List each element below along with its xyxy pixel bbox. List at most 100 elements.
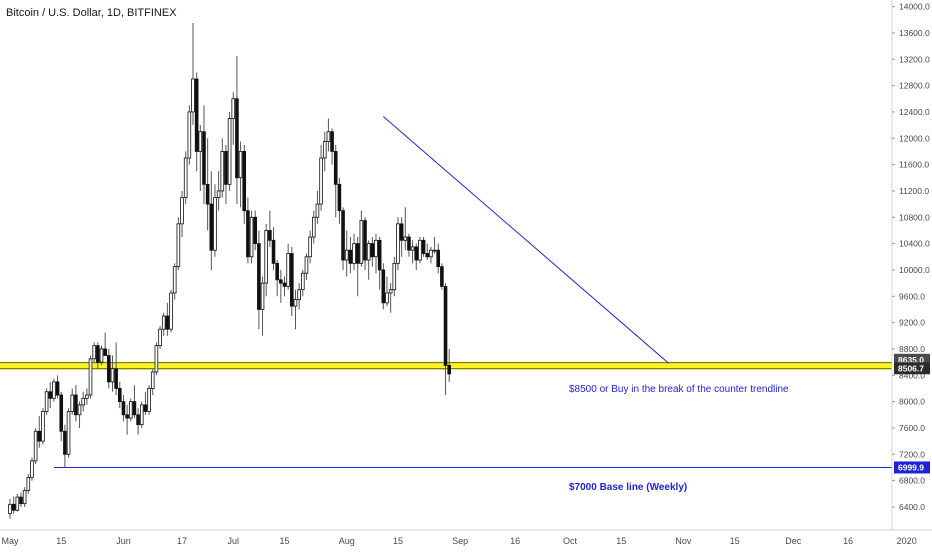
candle-body [92,345,96,360]
candle-body [33,430,38,462]
candle-body [125,414,129,419]
candle-body [333,151,338,185]
candle-body [381,269,386,304]
candle-body [143,404,148,412]
candle-body [311,216,316,238]
candle-body [26,476,31,491]
candle-body [319,157,323,205]
candle-body [432,249,437,252]
candle-body [440,266,444,287]
candle-body [44,391,49,412]
y-tick-label: 7600.0 [899,423,925,433]
candle-body [429,249,433,258]
x-tick-label: May [1,536,19,546]
price-label: 8506.7 [898,363,924,373]
candle-body [227,118,232,185]
candle-body [194,78,199,152]
y-tick-label: 6400.0 [899,502,925,512]
y-tick-label: 9200.0 [899,318,925,328]
y-tick-label: 11600.0 [899,160,929,170]
candle-body [63,430,67,455]
candle-body [326,131,331,142]
candle-body [213,197,217,251]
y-tick-label: 11200.0 [899,186,929,196]
candle-body [107,355,111,383]
candle-body [238,151,243,179]
candle-body [216,190,221,198]
y-tick-label: 10000.0 [899,265,930,275]
x-tick-label: 16 [510,536,520,546]
y-tick-label: 12000.0 [899,133,930,143]
price-label: 8635.0 [898,355,924,365]
x-tick-label: 2020 [897,536,917,546]
candle-body [139,404,144,426]
candle-body [242,151,247,212]
candle-body [96,345,100,363]
candle-body [165,315,170,330]
y-tick-label: 8000.0 [899,397,925,407]
candle-body [59,394,64,432]
candle-body [300,272,305,291]
candle-body [359,220,364,264]
candle-body [11,503,16,511]
candle-body [308,236,312,258]
candle-body [388,289,393,294]
candle-body [176,223,181,268]
candle-body [443,285,448,366]
candle-body [352,243,356,264]
chart-title: Bitcoin / U.S. Dollar, 1D, BITFINEX [6,7,177,19]
candle-body [253,216,258,245]
x-tick-label: Nov [675,536,692,546]
candle-body [399,223,404,241]
candle-body [209,203,214,251]
price-label-box [894,362,930,375]
candle-body [282,282,287,287]
candle-body [363,220,367,261]
y-tick-label: 13600.0 [899,28,930,38]
candle-body [275,262,279,281]
candle-body [279,279,283,284]
candle-body [337,183,342,212]
price-label: 6999.9 [898,462,924,472]
candle-body [271,239,276,264]
y-tick-label: 13200.0 [899,54,930,64]
candle-body [70,394,75,412]
candle-body [377,239,382,271]
candle-body [421,239,426,254]
candle-body [290,253,294,307]
candle-body [344,249,349,261]
candle-body [132,401,137,416]
candle-body [341,210,345,261]
candle-body [22,490,27,505]
candle-body [147,388,151,412]
candle-body [249,216,254,258]
candle-body [55,381,60,396]
candle-body [154,345,159,373]
x-tick-label: 15 [616,536,626,546]
candle-body [74,394,78,416]
candle-body [436,249,441,268]
candle-body [220,151,225,192]
candle-body [366,243,371,261]
candle-body [52,381,56,399]
y-tick-label: 10400.0 [899,239,930,249]
candle-body [315,203,320,218]
candle-body [77,404,82,416]
price-label-box [894,461,930,474]
candle-body [99,348,104,363]
candle-body [268,230,272,241]
x-tick-label: Jul [228,536,240,546]
candle-body [407,236,411,251]
candle-body [128,401,133,419]
y-tick-label: 7200.0 [899,449,925,459]
y-tick-label: 8800.0 [899,344,925,354]
candle-body [286,253,290,287]
x-tick-label: Oct [563,536,578,546]
candle-body [224,151,228,185]
candle-body [231,98,236,119]
candle-body [403,236,408,241]
candle-body [183,157,188,198]
candle-body [66,411,71,455]
